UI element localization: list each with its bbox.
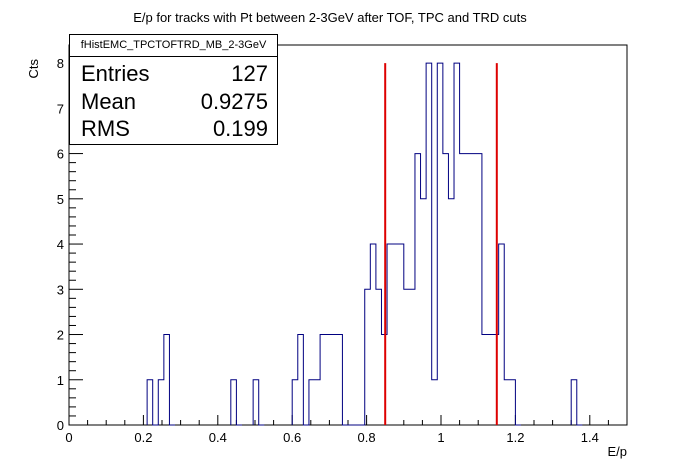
histogram-bin [421,199,427,425]
histogram-bin [409,289,415,425]
y-tick-label: 3 [57,282,64,297]
histogram-bin [404,289,410,425]
stats-mean-value: 0.9275 [200,89,268,114]
histogram-bin [482,335,488,425]
y-tick-label: 6 [57,147,64,162]
histogram-bin [158,380,164,425]
y-tick-label: 2 [57,328,64,343]
x-tick-label: 1 [437,430,444,445]
stats-row-rms: RMS 0.199 [81,115,268,143]
x-tick-label: 0.6 [283,430,301,445]
histogram-outline [146,62,583,426]
histogram-bin [147,380,153,425]
histogram-bin [443,154,449,425]
y-tick-label: 1 [57,373,64,388]
histogram-bin [448,199,454,425]
stats-entries-value: 127 [231,61,268,86]
stats-rms-label: RMS [81,116,130,141]
histogram-bin [426,63,432,425]
histogram-bin [326,335,332,425]
histogram-bin [504,380,510,425]
histogram-bin [454,63,460,425]
chart-title: E/p for tracks with Pt between 2-3GeV af… [133,10,527,25]
y-axis-label: Cts [26,59,41,79]
histogram-bin [309,380,315,425]
histogram-bin [298,335,304,425]
histogram-bin [460,154,466,425]
x-tick-label: 0.2 [134,430,152,445]
histogram-bin [320,335,326,425]
stats-histogram-name: fHistEMC_TPCTOFTRD_MB_2-3GeV [70,35,277,57]
y-tick-label: 8 [57,56,64,71]
histogram-bin [315,380,321,425]
histogram-bin [510,380,516,425]
y-tick-label: 0 [57,418,64,433]
stats-row-entries: Entries 127 [81,60,268,88]
x-tick-label: 1.2 [506,430,524,445]
histogram-bin [376,289,382,425]
histogram-bin [471,154,477,425]
histogram-bin [499,244,505,425]
histogram-bin [398,244,404,425]
stats-mean-label: Mean [81,89,137,114]
y-tick-label: 5 [57,192,64,207]
histogram-bin [331,335,337,425]
histogram-bin [571,380,577,425]
histogram-bin [488,335,494,425]
y-tick-label: 4 [57,237,64,252]
histogram-series [146,62,583,426]
histogram-bin [292,380,298,425]
histogram-bin [337,335,343,425]
x-tick-label: 0 [65,430,72,445]
histogram-bin [253,380,259,425]
y-axis-tick-labels: 0 1 2 3 4 5 6 7 8 [57,56,64,433]
x-axis-tick-labels: 0 0.2 0.4 0.6 0.8 1 1.2 1.4 [65,430,598,445]
stats-rms-value: 0.199 [212,116,268,141]
histogram-bin [476,154,482,425]
stats-row-mean: Mean 0.9275 [81,88,268,116]
histogram-bin [365,289,371,425]
x-axis-label: E/p [607,444,627,459]
x-tick-label: 0.4 [209,430,227,445]
cut-lines [384,63,498,425]
stats-box: fHistEMC_TPCTOFTRD_MB_2-3GeV Entries 127… [69,34,278,145]
histogram-bin [432,380,438,425]
histogram-bin [437,63,443,425]
histogram-bin [393,244,399,425]
histogram-bin [465,154,471,425]
x-tick-label: 1.4 [581,430,599,445]
y-tick-label: 7 [57,101,64,116]
histogram-bin [387,244,393,425]
histogram-bin [164,335,170,425]
stats-entries-label: Entries [81,61,150,86]
histogram-bin [231,380,237,425]
histogram-bin [370,244,376,425]
x-tick-label: 0.8 [358,430,376,445]
histogram-bin [415,154,421,425]
